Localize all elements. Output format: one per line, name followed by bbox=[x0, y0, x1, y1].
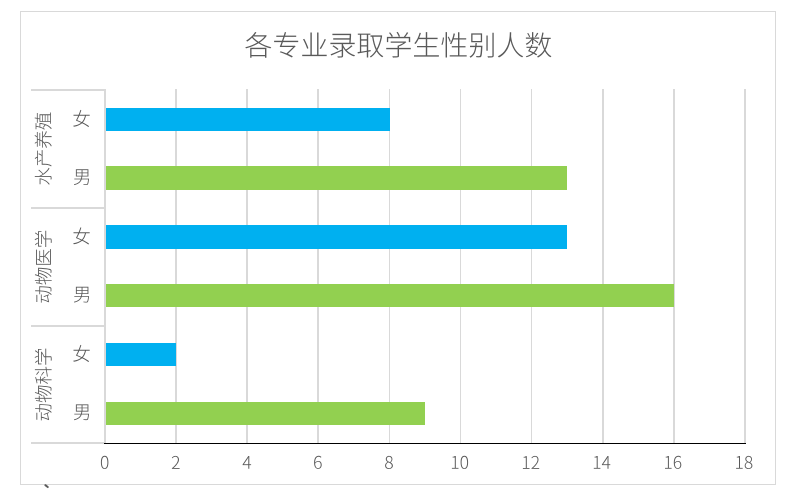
chart-area-border bbox=[20, 10, 777, 486]
tick-label-6-glyphs bbox=[522, 455, 540, 469]
cat-label-2-glyphs bbox=[73, 227, 90, 245]
category-bracket-top bbox=[31, 88, 106, 91]
bar-category-label: 男 bbox=[72, 164, 91, 190]
bar-category-label: 男 bbox=[72, 399, 91, 425]
x-tick-label: 10 bbox=[450, 452, 469, 473]
x-tick-label: 6 bbox=[313, 452, 323, 473]
x-tick-label: 12 bbox=[521, 452, 540, 473]
tick-label-9-glyphs bbox=[736, 455, 753, 469]
group-label: 动物医学 bbox=[30, 230, 56, 304]
gridline bbox=[175, 88, 178, 443]
x-tick-label: 4 bbox=[242, 452, 252, 473]
tick-label-2-glyphs bbox=[242, 456, 252, 469]
chart-title-glyphs bbox=[245, 31, 552, 58]
cat-label-4-glyphs bbox=[73, 344, 90, 362]
cat-label-0-glyphs bbox=[73, 109, 90, 127]
gridline bbox=[388, 88, 391, 443]
cat-label-3-glyphs bbox=[73, 286, 90, 303]
cat-label-5-glyphs bbox=[73, 404, 90, 421]
bar-动物医学-女 bbox=[105, 225, 568, 249]
cat-label-1-glyphs bbox=[73, 169, 90, 186]
chart-title: 各专业录取学生性别人数 bbox=[244, 25, 552, 65]
category-axis-line bbox=[104, 88, 107, 444]
tick-label-3-glyphs bbox=[314, 455, 322, 469]
x-tick-label: 14 bbox=[592, 452, 611, 473]
bar-水产养殖-男 bbox=[105, 166, 568, 190]
group-label: 水产养殖 bbox=[30, 112, 56, 186]
gridline bbox=[459, 88, 462, 443]
bar-category-label: 女 bbox=[72, 223, 91, 249]
tick-label-5-glyphs bbox=[451, 455, 469, 469]
bar-动物医学-男 bbox=[105, 283, 674, 308]
bar-水产养殖-女 bbox=[105, 107, 390, 132]
bar-category-label: 男 bbox=[72, 282, 91, 308]
gridline bbox=[246, 88, 249, 443]
gridline bbox=[317, 88, 320, 443]
gridline bbox=[601, 88, 604, 443]
x-tick-label: 18 bbox=[735, 452, 754, 473]
gridline bbox=[530, 88, 533, 443]
bar-category-label: 女 bbox=[72, 340, 91, 366]
category-bracket-divider bbox=[31, 442, 106, 445]
x-tick-label: 0 bbox=[100, 452, 110, 473]
tick-label-4-glyphs bbox=[385, 455, 393, 469]
tick-label-8-glyphs bbox=[665, 455, 682, 469]
gridline bbox=[672, 88, 675, 443]
category-bracket-divider bbox=[31, 206, 106, 209]
category-bracket-divider bbox=[31, 324, 106, 327]
tick-label-1-glyphs bbox=[171, 455, 180, 469]
group-label: 动物科学 bbox=[30, 347, 56, 421]
bar-动物科学-女 bbox=[105, 342, 177, 367]
bar-动物科学-男 bbox=[105, 401, 426, 425]
x-tick-label: 8 bbox=[384, 452, 394, 473]
tick-label-7-glyphs bbox=[593, 456, 611, 469]
bar-category-label: 女 bbox=[72, 105, 91, 131]
x-axis-line bbox=[104, 442, 746, 445]
gridline bbox=[743, 88, 746, 443]
x-tick-label: 2 bbox=[171, 452, 181, 473]
x-tick-label: 16 bbox=[663, 452, 682, 473]
